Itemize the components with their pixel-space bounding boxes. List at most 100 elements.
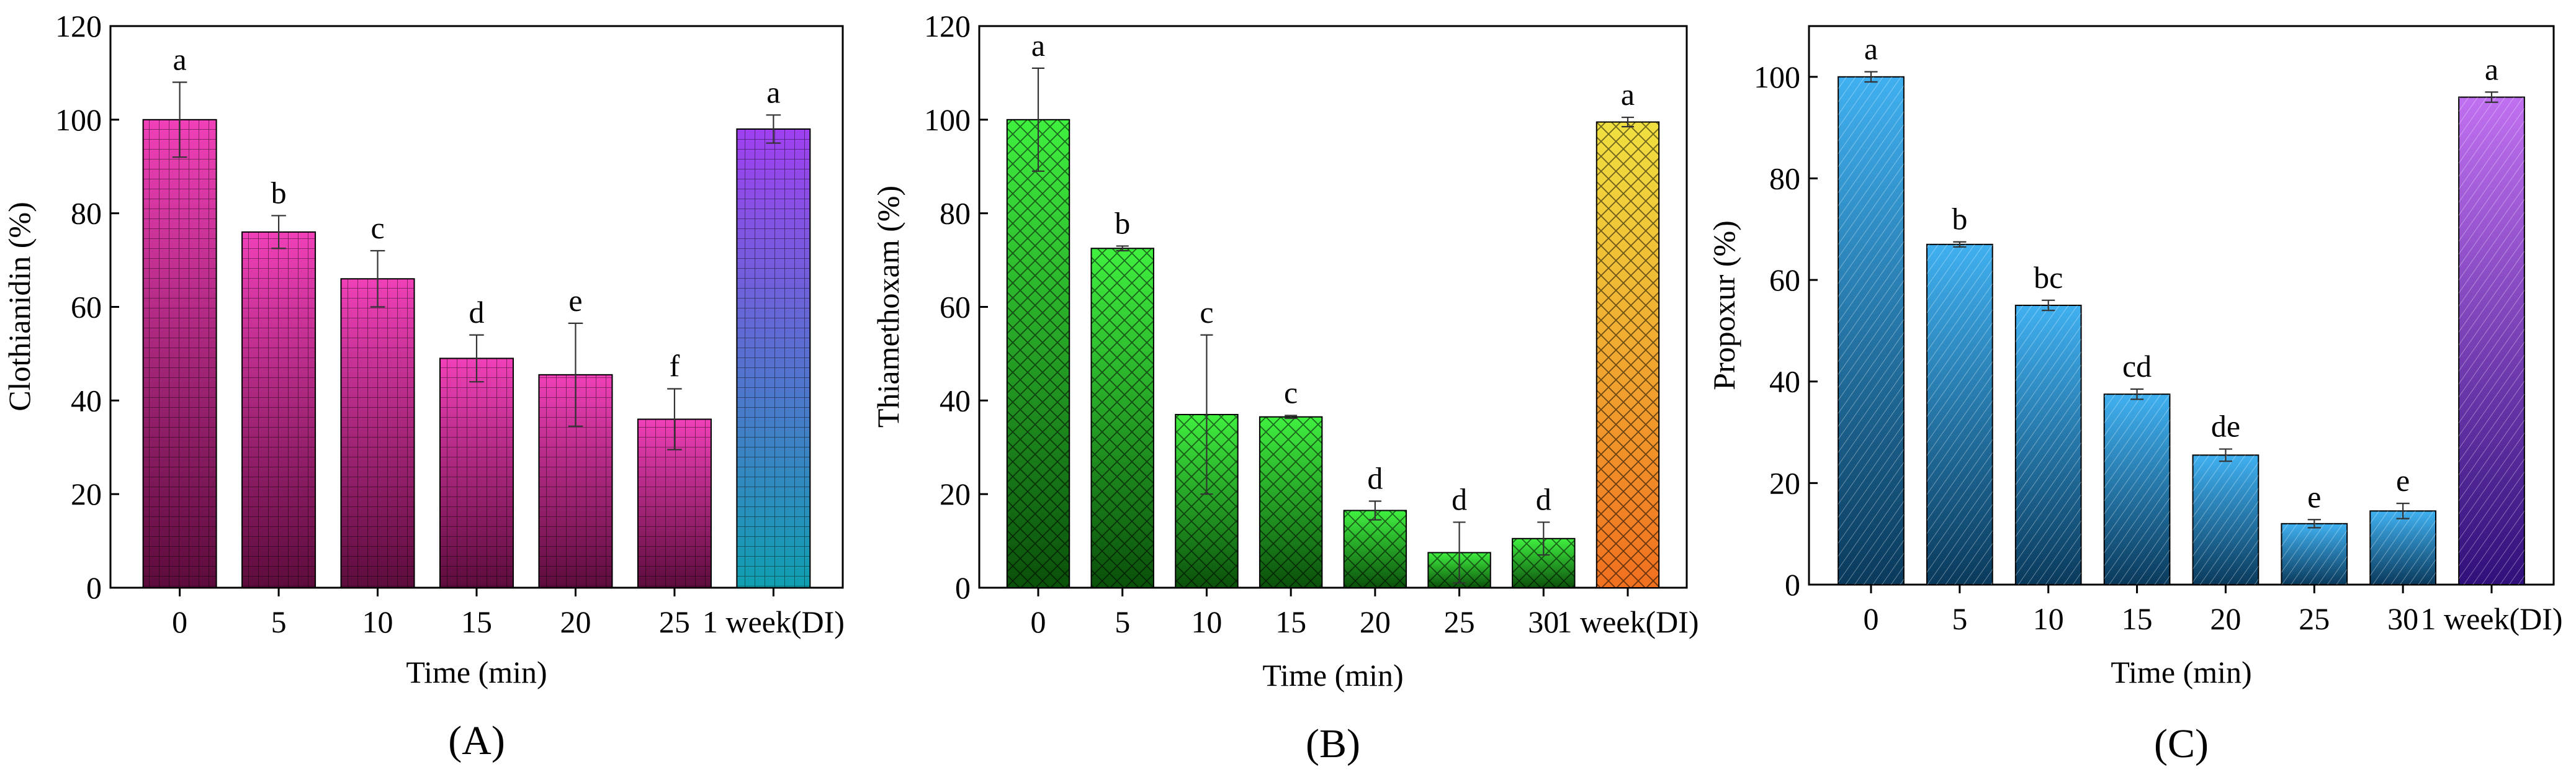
significance-letter: a: [766, 74, 780, 109]
x-tick-label: 25: [659, 604, 690, 639]
panel-label-b: (B): [1306, 721, 1360, 766]
significance-letter: c: [1200, 295, 1213, 330]
error-bar: [2130, 388, 2144, 400]
bar-pattern: [1927, 244, 1993, 585]
x-tick-label: 0: [1864, 601, 1879, 636]
error-bar: [1368, 500, 1381, 521]
x-tick-label: 10: [2033, 601, 2064, 636]
error-bar: [469, 334, 484, 383]
x-tick-label: 5: [271, 604, 287, 639]
x-tick-label: 15: [2122, 601, 2153, 636]
y-axis-label-b: Thiamethoxam (%): [871, 186, 905, 428]
y-tick-label: 20: [71, 477, 102, 511]
x-tick-label: 0: [1031, 604, 1046, 639]
y-ticks-c: 0 20 40 60 80 100: [1754, 60, 1818, 602]
bar-pattern: [1344, 510, 1407, 588]
significance-letter: a: [1031, 28, 1045, 63]
bars-a: a b c d e f a: [142, 42, 811, 589]
error-bar: [1953, 241, 1967, 248]
bar-pattern: [1259, 416, 1322, 588]
significance-letter: b: [1115, 205, 1130, 240]
panel-c: 0 20 40 60 80 100 a b bc cd de e e a 0 5 10 15 20 25 30 1 w…: [1707, 25, 2563, 766]
panel-a: 0 20 40 60 80 100 120 a b c d e f a 0 5 10 15 20 25 1 week…: [2, 9, 845, 763]
bar-pattern: [341, 279, 415, 588]
x-tick-label: 10: [362, 604, 393, 639]
x-ticks-a: 0 5 10 15 20 25 1 week(DI): [172, 588, 845, 639]
significance-letter: c: [1284, 375, 1298, 410]
error-bar: [2485, 91, 2498, 103]
bar-pattern: [1596, 122, 1659, 588]
x-tick-label: 20: [560, 604, 591, 639]
y-tick-label: 100: [55, 102, 102, 137]
error-bar: [568, 322, 583, 427]
x-ticks-b: 0 5 10 15 20 25 301 week(DI): [1031, 588, 1699, 639]
x-tick-label: 10: [1191, 604, 1222, 639]
x-tick-label: 15: [1275, 604, 1306, 639]
y-tick-label: 120: [55, 9, 102, 43]
error-bar: [1285, 415, 1298, 420]
y-tick-label: 40: [71, 383, 102, 418]
x-tick-label: 20: [1360, 604, 1391, 639]
y-ticks-a: 0 20 40 60 80 100 120: [55, 9, 119, 605]
bar-pattern: [2192, 455, 2259, 585]
significance-letter: b: [1952, 202, 1967, 236]
panel-b: 0 20 40 60 80 100 120 a b c c d d d a 0 5 10 15 20 25 301 w…: [871, 9, 1699, 766]
panel-label-c: (C): [2154, 721, 2209, 766]
error-bar: [172, 81, 187, 158]
significance-letter: d: [469, 295, 485, 330]
significance-letter: a: [1621, 77, 1635, 112]
significance-letter: a: [173, 42, 187, 77]
error-bar: [1116, 245, 1129, 252]
y-ticks-b: 0 20 40 60 80 100 120: [924, 9, 988, 605]
y-tick-label: 60: [71, 290, 102, 325]
x-tick-label: 25: [1444, 604, 1475, 639]
y-tick-label: 20: [940, 477, 971, 511]
significance-letter: d: [1452, 482, 1467, 516]
error-bar: [2042, 299, 2055, 312]
plot-area-c: [1808, 25, 2555, 586]
bar-pattern: [143, 119, 217, 588]
bar-pattern: [440, 358, 513, 588]
y-axis-label-c: Propoxur (%): [1707, 220, 1741, 390]
error-bar: [1200, 334, 1213, 495]
error-bar: [1621, 116, 1635, 128]
significance-letter: a: [1864, 32, 1878, 66]
y-tick-label: 80: [71, 196, 102, 231]
x-ticks-c: 0 5 10 15 20 25 30 1 week(DI): [1864, 585, 2563, 636]
significance-letter: e: [568, 283, 582, 318]
bar-pattern: [1091, 248, 1154, 588]
bars-b: a b c c d d d a: [1006, 28, 1660, 589]
error-bar: [1864, 71, 1878, 83]
x-tick-label: 30: [2387, 601, 2418, 636]
bars-c: a b bc cd de e e a: [1838, 32, 2525, 586]
error-bar: [370, 249, 385, 308]
bar-pattern: [242, 231, 316, 588]
y-tick-label: 60: [1769, 263, 1800, 297]
error-bar: [1537, 521, 1550, 556]
y-tick-label: 20: [1769, 465, 1800, 500]
error-bar: [2396, 502, 2410, 519]
error-bar: [271, 215, 286, 249]
y-tick-label: 120: [924, 9, 971, 43]
y-tick-label: 40: [1769, 364, 1800, 399]
error-bar: [1453, 521, 1466, 584]
significance-letter: e: [2307, 479, 2321, 514]
x-tick-label: 1 week(DI): [2420, 601, 2562, 636]
x-tick-label: 5: [1952, 601, 1967, 636]
significance-letter: de: [2211, 409, 2240, 444]
significance-letter: b: [271, 175, 287, 210]
y-tick-label: 0: [1785, 567, 1800, 602]
error-bar: [1031, 67, 1045, 172]
x-axis-label-c: Time (min): [2111, 655, 2251, 689]
y-tick-label: 100: [1754, 60, 1800, 94]
y-tick-label: 60: [940, 290, 971, 325]
y-axis-label-a: Clothianidin (%): [2, 202, 37, 411]
error-bar: [667, 388, 682, 451]
significance-letter: cd: [2122, 349, 2152, 384]
y-tick-label: 100: [924, 102, 971, 137]
x-tick-label: 15: [461, 604, 492, 639]
significance-letter: d: [1536, 482, 1551, 516]
significance-letter: bc: [2034, 260, 2063, 295]
bar-pattern: [1007, 119, 1070, 588]
